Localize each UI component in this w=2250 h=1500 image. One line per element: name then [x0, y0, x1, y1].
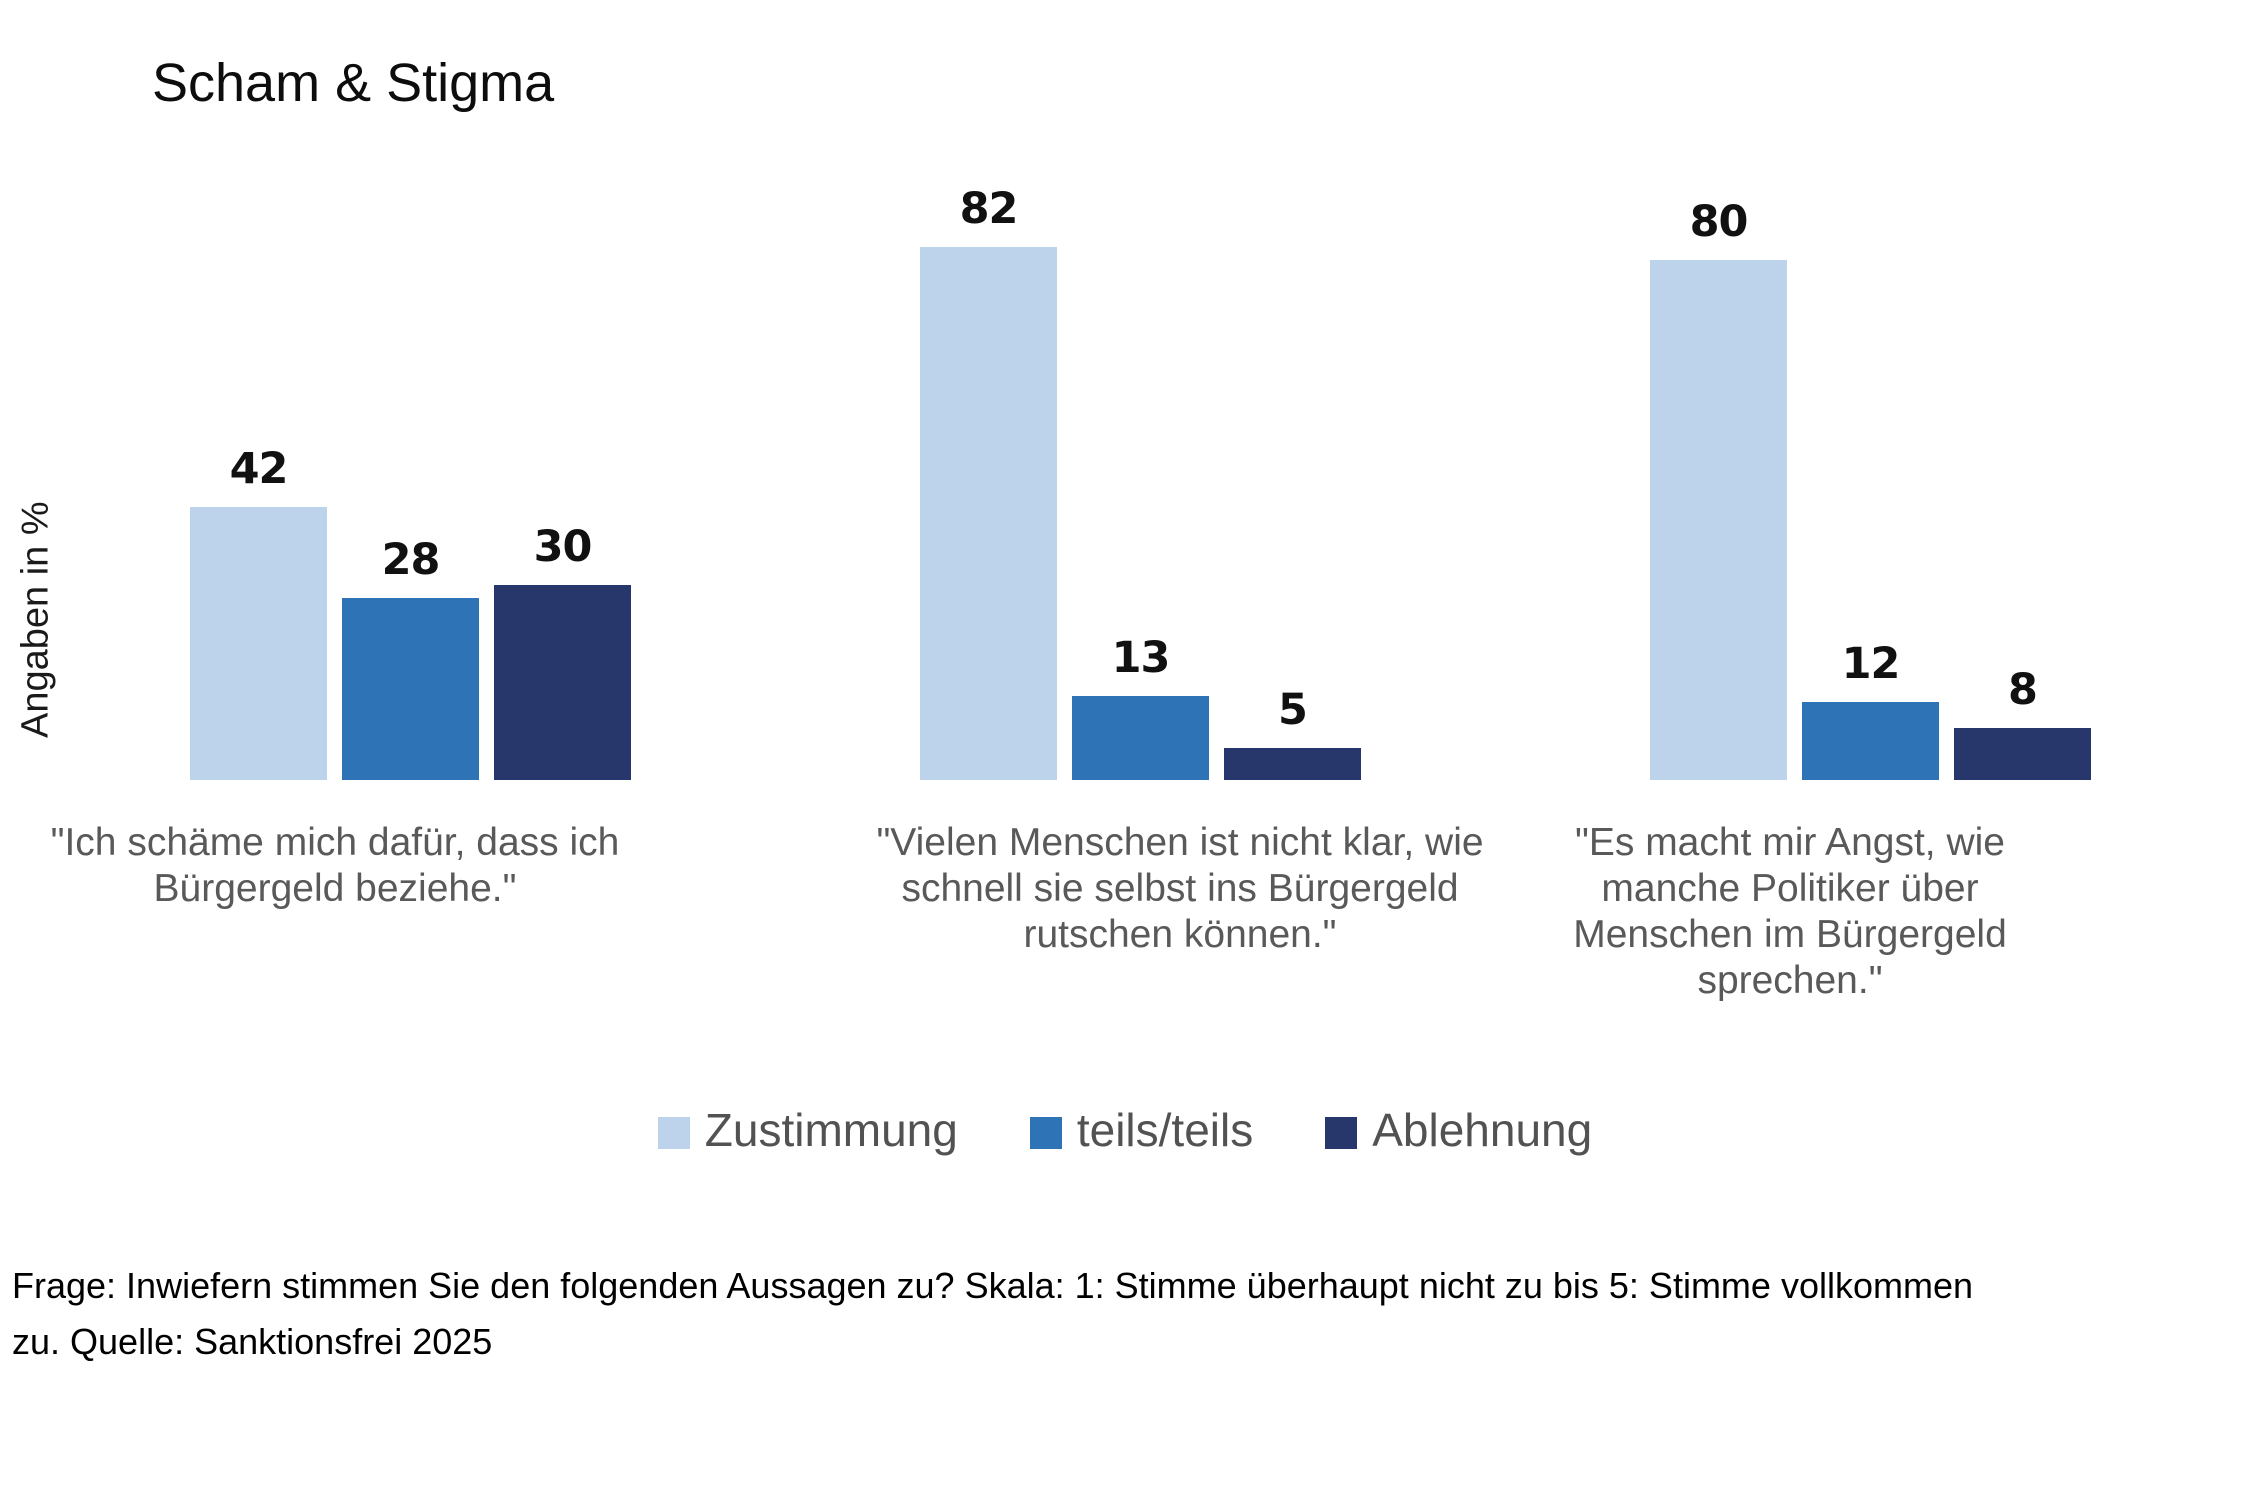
legend-label: teils/teils [1076, 1104, 1254, 1156]
bar-slot: 80 [1650, 197, 1787, 780]
bar-teils-teils [342, 598, 479, 780]
bar-zustimmung [920, 247, 1057, 780]
bar-teils-teils [1802, 702, 1939, 780]
category-label-2: "Vielen Menschen ist nicht klar, wie sch… [876, 821, 1484, 957]
bar-value-label: 42 [229, 444, 289, 494]
bar-zustimmung [190, 507, 327, 780]
source-note: Frage: Inwiefern stimmen Sie den folgend… [12, 1258, 2250, 1370]
bar-value-label: 82 [959, 184, 1019, 234]
legend-swatch-icon [657, 1117, 690, 1149]
bar-value-label: 13 [1111, 632, 1171, 683]
category-label-1: "Ich schäme mich dafür, dass ich Bürgerg… [50, 821, 620, 911]
bar-group-2: 82 13 5 [920, 184, 1361, 780]
legend-item: Zustimmung [657, 1103, 958, 1157]
legend-label: Zustimmung [704, 1104, 958, 1156]
bar-ablehnung [1224, 747, 1361, 780]
bar-value-label: 30 [533, 522, 593, 572]
legend: Zustimmung teils/teils Ablehnung [0, 1103, 2250, 1157]
legend-swatch-icon [1029, 1117, 1062, 1149]
bar-value-label: 28 [381, 535, 441, 585]
bar-slot: 8 [1954, 665, 2091, 780]
bar-ablehnung [494, 585, 631, 780]
bar-slot: 30 [494, 522, 631, 780]
bar-value-label: 8 [2008, 665, 2038, 715]
y-axis-label: Angaben in % [14, 501, 57, 739]
bar-teils-teils [1072, 695, 1209, 780]
bar-group-1: 42 28 30 [190, 444, 631, 780]
legend-item: Ablehnung [1325, 1103, 1592, 1157]
bar-slot: 13 [1072, 632, 1209, 780]
bar-value-label: 80 [1689, 197, 1749, 247]
bar-slot: 12 [1802, 639, 1939, 780]
bar-value-label: 12 [1841, 639, 1901, 689]
legend-swatch-icon [1325, 1117, 1358, 1149]
bar-slot: 28 [342, 535, 479, 780]
legend-label: Ablehnung [1372, 1104, 1593, 1156]
bar-group-3: 80 12 8 [1650, 197, 2091, 780]
chart-title: Scham & Stigma [152, 53, 555, 113]
bar-slot: 42 [190, 444, 327, 780]
bar-ablehnung [1954, 728, 2091, 780]
source-note-line-2: zu. Quelle: Sanktionsfrei 2025 [12, 1320, 493, 1362]
bar-slot: 5 [1224, 684, 1361, 780]
legend-item: teils/teils [1029, 1103, 1254, 1157]
category-label-3: "Es macht mir Angst, wie manche Politike… [1573, 821, 2007, 1003]
bar-zustimmung [1650, 260, 1787, 780]
bar-value-label: 5 [1278, 684, 1308, 735]
source-note-line-1: Frage: Inwiefern stimmen Sie den folgend… [12, 1265, 1973, 1306]
bar-slot: 82 [920, 184, 1057, 780]
